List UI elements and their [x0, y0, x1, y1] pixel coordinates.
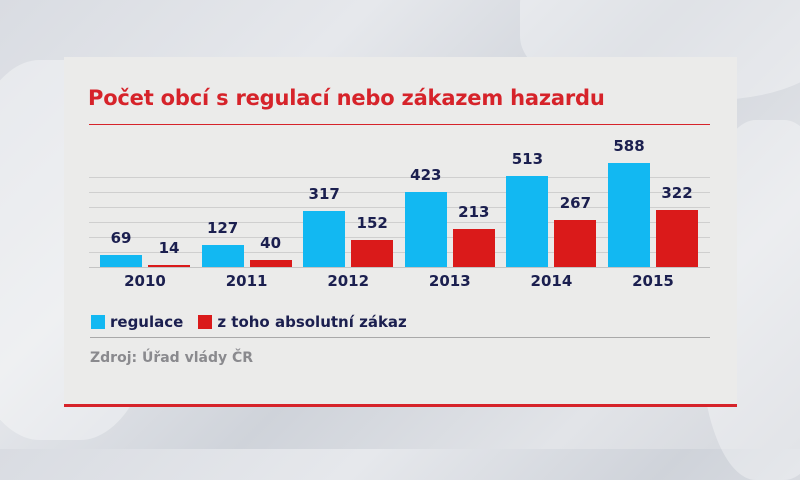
- x-axis-tick-label: 2013: [428, 272, 471, 290]
- gridline: [89, 237, 710, 238]
- bar-value-label: 513: [511, 150, 544, 168]
- x-axis-tick-label: 2012: [327, 272, 370, 290]
- bar-value-label: 69: [110, 229, 132, 247]
- bar-regulace-2015: [608, 163, 650, 267]
- bar-zakaz-2015: [656, 210, 698, 267]
- legend-swatch-red: [198, 315, 213, 329]
- legend-divider: [90, 337, 710, 338]
- bar-value-label: 127: [206, 219, 239, 237]
- bar-zakaz-2011: [249, 260, 292, 267]
- legend: regulace z toho absolutní zákaz: [91, 313, 422, 331]
- card-accent-bar: [64, 404, 737, 407]
- x-axis-tick-label: 2010: [124, 272, 166, 290]
- x-axis-tick-label: 2011: [225, 272, 268, 290]
- title-underline: [89, 124, 710, 125]
- legend-label: z toho absolutní zákaz: [217, 313, 407, 331]
- bar-value-label: 213: [458, 203, 490, 221]
- legend-label: regulace: [110, 313, 184, 331]
- plot-area: 69 14 2010 127 40 2011 317 152 2012 423 213 2013 513…: [89, 0, 710, 449]
- bar-zakaz-2013: [452, 229, 495, 267]
- bar-value-label: 322: [661, 184, 693, 202]
- chart-title: Počet obcí s regulací nebo zákazem hazar…: [88, 86, 605, 110]
- bar-value-label: 267: [559, 194, 592, 212]
- legend-item-regulace: regulace: [91, 313, 183, 331]
- gridline: [89, 222, 710, 223]
- bar-zakaz-2010: [148, 265, 190, 267]
- bar-value-label: 40: [260, 234, 282, 252]
- bar-value-label: 14: [158, 239, 180, 257]
- bar-zakaz-2012: [351, 240, 394, 267]
- bar-value-label: 152: [356, 214, 388, 232]
- gridline: [89, 252, 710, 253]
- source-note: Zdroj: Úřad vlády ČR: [90, 350, 254, 366]
- bar-regulace-2010: [100, 255, 142, 267]
- bar-value-label: 423: [410, 166, 442, 184]
- bar-regulace-2014: [506, 176, 549, 267]
- gridline: [89, 192, 710, 193]
- x-axis-tick-label: 2015: [632, 272, 674, 290]
- x-axis-baseline: [89, 267, 710, 268]
- bar-regulace-2011: [201, 245, 244, 267]
- legend-swatch-blue: [91, 315, 105, 329]
- gridline: [89, 207, 710, 208]
- bar-value-label: 317: [308, 185, 340, 203]
- bar-regulace-2013: [404, 192, 447, 267]
- bar-value-label: 588: [613, 137, 645, 155]
- legend-item-zakaz: z toho absolutní zákaz: [198, 313, 407, 331]
- bar-zakaz-2014: [554, 220, 597, 267]
- x-axis-tick-label: 2014: [530, 272, 573, 290]
- gridline: [89, 177, 710, 178]
- bar-regulace-2012: [303, 211, 346, 267]
